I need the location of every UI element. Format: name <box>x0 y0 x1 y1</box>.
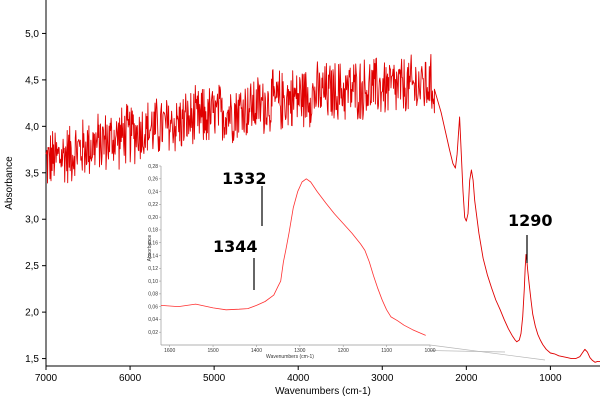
inset-y-tick-label: 0,16 <box>148 241 158 247</box>
inset-y-axis-title: Absorbance <box>147 234 153 261</box>
annotation-1344: 1344 <box>213 237 258 256</box>
inset-y-tick-label: 0,10 <box>148 279 158 285</box>
inset-x-tick-label: 1300 <box>294 348 305 354</box>
inset-y-tick-label: 0,24 <box>148 189 158 195</box>
x-tick-label: 1000 <box>539 373 562 384</box>
inset-x-ticks: 1600 1500 1400 1300 1200 1100 1000 <box>164 345 436 354</box>
x-tick-label: 7000 <box>35 373 58 384</box>
inset-spectrum-line <box>160 178 426 336</box>
inset-y-tick-label: 0,06 <box>148 304 158 310</box>
x-tick-label: 6000 <box>119 373 142 384</box>
x-tick-label: 4000 <box>287 373 310 384</box>
y-tick-label: 1,5 <box>25 354 39 365</box>
annotation-1290: 1290 <box>508 211 553 230</box>
y-tick-label: 2,0 <box>25 308 39 319</box>
inset-x-tick-label: 1000 <box>424 348 435 354</box>
inset-x-tick-label: 1200 <box>338 348 349 354</box>
inset-y-tick-label: 0,14 <box>148 253 158 259</box>
inset-panel <box>147 158 430 360</box>
inset-x-tick-label: 1100 <box>381 348 392 354</box>
y-tick-label: 5,0 <box>25 29 39 40</box>
annotation-1332: 1332 <box>222 169 267 188</box>
x-tick-label: 2000 <box>455 373 478 384</box>
y-tick-label: 3,0 <box>25 215 39 226</box>
main-spectrum-line <box>45 53 600 363</box>
inset-y-tick-label: 0,20 <box>148 215 158 221</box>
x-tick-label: 5000 <box>203 373 226 384</box>
inset-y-tick-label: 0,12 <box>148 266 158 272</box>
inset-y-tick-label: 0,02 <box>148 330 158 336</box>
inset-x-axis-title: Wavenumbers (cm-1) <box>266 354 314 360</box>
inset-x-tick-label: 1600 <box>164 348 175 354</box>
zoom-connector-line <box>429 344 546 361</box>
inset-x-tick-label: 1500 <box>208 348 219 354</box>
main-x-axis-title: Wavenumbers (cm-1) <box>275 386 371 397</box>
inset-y-tick-label: 0,04 <box>148 317 158 323</box>
y-tick-label: 4,0 <box>25 122 39 133</box>
inset-x-tick-label: 1400 <box>251 348 262 354</box>
main-y-ticks: 1,5 2,0 2,5 3,0 3,5 4,0 4,5 5,0 <box>25 29 46 365</box>
inset-y-tick-label: 0,08 <box>148 292 158 298</box>
inset-y-tick-label: 0,26 <box>148 177 158 183</box>
inset-y-tick-label: 0,28 <box>148 164 158 170</box>
y-tick-label: 2,5 <box>25 261 39 272</box>
y-tick-label: 4,5 <box>25 75 39 86</box>
main-y-axis-title: Absorbance <box>4 156 15 210</box>
y-tick-label: 3,5 <box>25 168 39 179</box>
inset-y-ticks: 0,02 0,04 0,06 0,08 0,10 0,12 0,14 0,16 0,18 0,20… <box>148 164 161 336</box>
x-tick-label: 3000 <box>371 373 394 384</box>
inset-y-tick-label: 0,22 <box>148 202 158 208</box>
main-x-ticks: 7000 6000 5000 4000 3000 2000 1000 <box>35 366 562 384</box>
inset-y-tick-label: 0,18 <box>148 228 158 234</box>
